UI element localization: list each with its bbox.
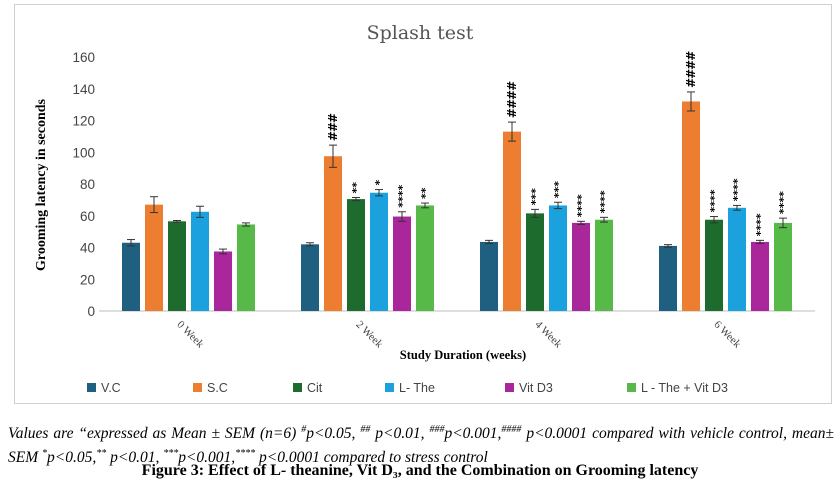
legend-swatch [293, 383, 302, 392]
caption-sup: ** [96, 448, 107, 460]
bar [705, 219, 723, 311]
legend-label: Vit D3 [519, 381, 553, 395]
caption-text-a: Values are “expressed as Mean ± SEM (n=6… [8, 425, 302, 443]
significance-mark: **** [575, 194, 588, 217]
bar [595, 219, 613, 311]
bar [145, 204, 163, 311]
y-tick-label: 100 [72, 145, 95, 160]
significance-mark: **** [731, 178, 744, 201]
bar [659, 245, 677, 311]
significance-mark: *** [552, 181, 565, 199]
significance-mark: **** [754, 213, 767, 236]
legend-swatch [193, 383, 202, 392]
y-tick-label: 20 [80, 272, 95, 287]
bar [301, 244, 319, 311]
legend-swatch [87, 383, 96, 392]
caption-note: Values are “expressed as Mean ± SEM (n=6… [8, 420, 834, 468]
bar [393, 216, 411, 311]
caption-sup: # [301, 424, 307, 435]
caption-text-c: p<0.01, [370, 425, 430, 443]
bar [214, 251, 232, 311]
bar [168, 221, 186, 311]
significance-mark: #### [505, 81, 519, 118]
bar [728, 207, 746, 311]
x-tick-label: 0 Week [174, 319, 206, 351]
significance-mark: **** [777, 191, 790, 214]
bar [370, 192, 388, 311]
legend-label: L - The + Vit D3 [641, 381, 728, 395]
bar [191, 211, 209, 311]
significance-mark: **** [396, 185, 409, 208]
significance-mark: *** [529, 188, 542, 206]
x-tick-label: 2 Week [353, 319, 385, 351]
y-tick-label: 140 [72, 82, 95, 97]
chart-title: Splash test [367, 22, 474, 44]
legend-swatch [385, 383, 394, 392]
caption-sup: ### [429, 424, 445, 435]
x-tick-label: 4 Week [532, 319, 564, 351]
y-tick-label: 160 [72, 50, 95, 65]
legend-label: V.C [101, 381, 121, 395]
chart-frame: Splash test Grooming latency in seconds 0 2… [14, 4, 832, 404]
significance-mark: **** [598, 190, 611, 213]
bar [503, 131, 521, 311]
caption-sup: **** [235, 448, 256, 460]
caption-text-f: p<0.05, [47, 449, 97, 467]
bar [122, 242, 140, 311]
caption-text-h: p<0.001, [178, 449, 236, 467]
y-tick-label: 40 [80, 241, 95, 256]
caption-sup: ## [360, 424, 371, 435]
significance-mark: ** [419, 187, 432, 199]
significance-mark: **** [708, 189, 721, 212]
bar [526, 213, 544, 311]
y-tick-label: 0 [87, 304, 95, 319]
bar [572, 222, 590, 311]
bar [324, 156, 342, 311]
x-axis-label: Study Duration (weeks) [400, 348, 526, 362]
x-tick-label: 6 Week [711, 319, 743, 351]
y-tick-label: 80 [80, 177, 95, 192]
legend-label: Cit [307, 381, 323, 395]
bar [774, 222, 792, 311]
bar [416, 205, 434, 311]
legend-label: L- The [399, 381, 435, 395]
caption-text-e: p<0.0001 compared with vehicle control, … [8, 425, 834, 467]
figure-title: Figure 3: Effect of L- theanine, Vit D₃,… [141, 462, 699, 479]
bar [480, 241, 498, 311]
bar [549, 205, 567, 311]
legend-label: S.C [207, 381, 228, 395]
bar [751, 241, 769, 311]
y-axis-label: Grooming latency in seconds [34, 98, 49, 271]
legend-swatch [505, 383, 514, 392]
bar [237, 224, 255, 311]
significance-mark: * [373, 180, 386, 186]
caption-text-b: p<0.05, [306, 425, 361, 443]
bar-chart: Splash test Grooming latency in seconds 0 2… [34, 22, 815, 395]
y-tick-label: 120 [72, 114, 95, 129]
legend-swatch [627, 383, 636, 392]
bar [347, 199, 365, 311]
caption-text-g: p<0.01, [106, 449, 164, 467]
y-tick-label: 60 [80, 209, 95, 224]
significance-mark: #### [684, 51, 698, 88]
caption-text-d: p<0.001, [444, 425, 502, 443]
significance-mark: ### [326, 113, 340, 141]
bar [682, 101, 700, 311]
caption-sup: #### [501, 424, 522, 435]
caption-sup: * [42, 448, 48, 460]
caption-sup: *** [163, 448, 179, 460]
significance-mark: ** [350, 182, 363, 194]
caption-text-i: p<0.0001 compared to stress control [255, 449, 488, 467]
